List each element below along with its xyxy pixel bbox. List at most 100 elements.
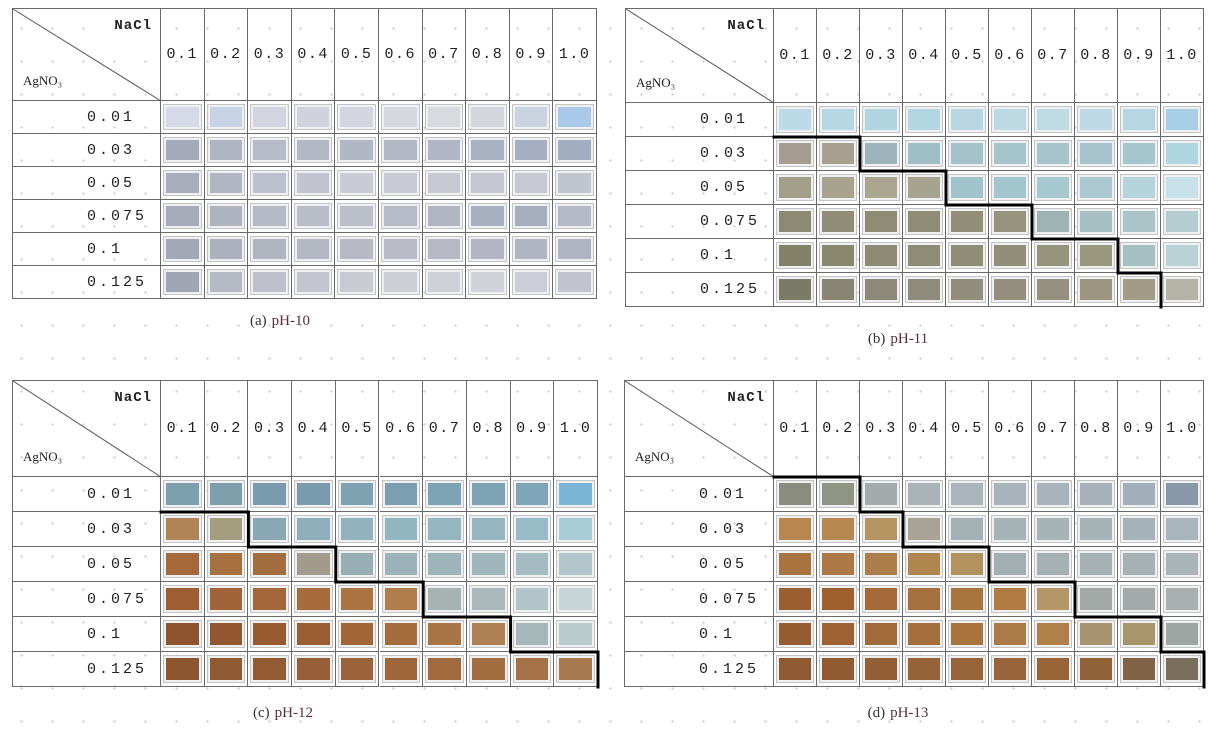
color-swatch (863, 481, 899, 507)
color-cell (510, 547, 555, 582)
color-cell (422, 101, 467, 134)
color-cell (204, 101, 249, 134)
color-swatch (906, 481, 942, 507)
color-swatch (1035, 551, 1071, 577)
color-swatch (1164, 516, 1200, 542)
color-swatch (469, 138, 506, 162)
column-label: 0.1 (774, 381, 817, 477)
color-cell (817, 205, 860, 239)
color-swatch (1078, 175, 1114, 200)
color-cell (817, 617, 860, 652)
color-swatch (338, 138, 375, 162)
color-swatch (1164, 209, 1200, 234)
color-swatch (949, 621, 985, 647)
column-label: 0.6 (989, 9, 1032, 103)
color-cell (509, 134, 554, 167)
row-label: 0.05 (13, 547, 161, 582)
color-swatch (1035, 243, 1071, 268)
color-cell (335, 266, 379, 299)
color-cell (292, 617, 336, 652)
color-cell (379, 547, 424, 582)
color-cell (553, 200, 597, 233)
color-cell (946, 477, 989, 512)
color-swatch (777, 175, 813, 200)
color-swatch (164, 656, 201, 682)
color-cell (989, 547, 1032, 582)
color-swatch (1078, 107, 1114, 132)
color-swatch (992, 481, 1028, 507)
color-cell (1075, 273, 1118, 307)
color-cell (204, 547, 249, 582)
color-cell (379, 167, 423, 200)
diagonal-line (12, 380, 162, 478)
color-cell (291, 233, 336, 266)
color-swatch (1164, 277, 1200, 302)
color-cell (161, 477, 205, 512)
color-swatch (1078, 243, 1114, 268)
color-swatch (820, 621, 856, 647)
column-label: 0.2 (817, 381, 860, 477)
color-swatch (294, 237, 332, 261)
color-cell (774, 617, 817, 652)
color-cell (774, 512, 817, 547)
color-swatch (338, 204, 375, 228)
color-cell (204, 134, 249, 167)
color-swatch (207, 138, 245, 162)
color-cell (817, 171, 860, 205)
color-swatch (949, 141, 985, 166)
color-swatch (863, 209, 899, 234)
color-swatch (251, 516, 289, 542)
panel-d-table: NaCl AgNO₃ 0.1 0.2 0.3 0.4 0.5 0.6 0.7 0.8 0.9 1.0 0… (624, 380, 1206, 689)
color-cell (774, 547, 817, 582)
color-cell (379, 134, 423, 167)
color-cell (423, 547, 467, 582)
color-swatch (469, 237, 506, 261)
color-cell (817, 547, 860, 582)
color-swatch (820, 656, 856, 682)
color-swatch (1078, 209, 1114, 234)
nacl-axis-label: NaCl (727, 18, 765, 34)
color-swatch (557, 516, 594, 542)
row-label: 0.05 (626, 171, 774, 205)
color-cell (466, 547, 511, 582)
color-cell (1161, 273, 1204, 307)
color-cell (161, 617, 205, 652)
color-cell (510, 582, 555, 617)
color-cell (292, 547, 336, 582)
color-swatch (992, 551, 1028, 577)
column-label: 0.1 (161, 9, 205, 101)
color-swatch (207, 621, 245, 647)
color-cell (422, 200, 467, 233)
color-swatch (294, 270, 332, 294)
color-swatch (251, 656, 289, 682)
column-label: 0.1 (161, 381, 205, 477)
color-cell (989, 205, 1032, 239)
color-swatch (556, 204, 593, 228)
color-swatch (1035, 175, 1071, 200)
color-cell (774, 103, 817, 137)
color-cell (774, 205, 817, 239)
color-swatch (338, 481, 376, 507)
color-cell (379, 617, 424, 652)
color-cell (161, 101, 205, 134)
row-label: 0.1 (13, 233, 161, 266)
column-label: 0.4 (903, 9, 946, 103)
column-label: 0.7 (423, 381, 467, 477)
color-cell (1118, 239, 1161, 273)
color-cell (422, 233, 467, 266)
color-cell (335, 582, 380, 617)
color-cell (466, 477, 511, 512)
color-cell (1075, 137, 1118, 171)
color-swatch (426, 481, 463, 507)
color-swatch (906, 141, 942, 166)
color-swatch (425, 270, 463, 294)
color-swatch (1078, 481, 1114, 507)
color-cell (1075, 477, 1118, 512)
column-label: 0.5 (946, 381, 989, 477)
color-cell (1161, 582, 1204, 617)
color-swatch (207, 171, 245, 195)
row-label: 0.01 (13, 101, 161, 134)
color-cell (204, 167, 249, 200)
color-cell (903, 239, 946, 273)
color-swatch (820, 551, 856, 577)
